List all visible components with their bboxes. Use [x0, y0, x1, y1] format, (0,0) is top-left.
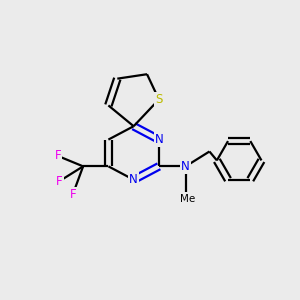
Text: N: N	[129, 173, 138, 186]
Text: Me: Me	[179, 194, 195, 204]
Text: N: N	[154, 133, 163, 146]
Text: F: F	[55, 149, 61, 162]
Text: F: F	[69, 188, 76, 201]
Text: N: N	[181, 160, 190, 173]
Text: F: F	[56, 175, 63, 188]
Text: S: S	[155, 93, 163, 106]
